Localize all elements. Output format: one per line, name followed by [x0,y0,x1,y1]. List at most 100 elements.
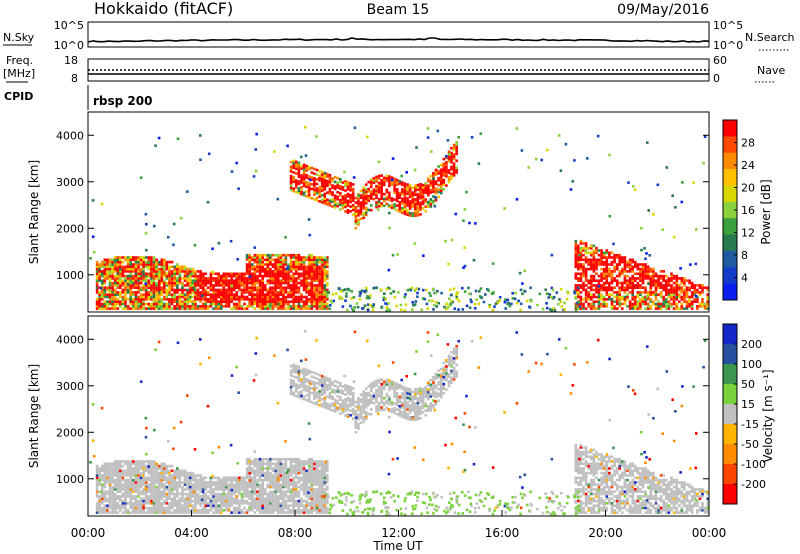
velocity-cell [157,478,161,482]
power-cell [683,284,686,287]
power-cell [544,288,547,291]
power-cell [91,199,95,202]
power-cell [615,267,619,271]
power-cell [173,270,176,273]
power-cell [389,292,393,295]
power-cell [690,291,694,294]
power-cell [631,274,634,278]
power-cell [652,293,655,296]
power-cell [292,288,295,292]
power-cell [284,263,288,266]
power-cell [584,244,588,248]
power-cell [103,270,107,273]
power-cell [284,256,288,259]
power-cell [445,161,448,164]
power-cell [336,181,339,185]
power-cell [462,266,465,269]
power-cell [406,288,410,292]
power-cell [121,284,125,287]
power-cell [313,272,316,276]
power-cell [307,182,311,185]
power-cell [323,181,327,184]
power-cell [579,272,583,276]
power-cell [605,302,609,306]
power-cell [155,281,158,285]
power-cell [152,265,156,269]
power-cell [308,233,312,237]
power-cell [163,279,166,282]
velocity-cell [266,471,270,475]
power-cell [191,272,195,276]
power-cell [199,293,202,296]
power-cell [320,182,324,185]
velocity-cell [292,492,295,496]
power-cell [305,194,308,198]
power-cell [333,196,337,200]
velocity-cell [227,476,231,480]
velocity-cell [214,481,218,484]
power-cell [328,183,332,186]
power-cell [119,279,122,282]
power-cell [271,291,275,294]
velocity-cell [282,481,285,484]
power-cell [370,204,373,207]
velocity-cell [147,471,151,475]
velocity-cell [144,506,148,510]
power-cell [390,178,394,182]
velocity-cell [201,509,205,512]
velocity-cell [196,499,200,503]
power-cell [181,291,184,294]
velocity-cell [253,485,257,489]
power-cell [307,184,311,187]
velocity-cell [111,499,114,503]
velocity-cell [111,492,114,496]
velocity-cell [129,483,132,486]
velocity-cell [276,469,280,473]
velocity-cell [95,492,99,496]
power-cell [364,211,368,214]
velocity-cell [155,509,158,512]
velocity-cell [98,476,101,480]
power-cell [142,267,145,271]
power-cell [137,295,140,299]
power-cell [305,288,308,292]
power-cell [191,284,195,287]
power-cell [289,186,293,189]
power-cell [269,295,272,299]
power-cell [584,258,588,262]
power-cell [639,291,642,294]
power-cell [557,303,560,306]
power-cell [191,307,195,310]
power-cell [355,212,358,215]
power-cell [586,157,589,160]
power-cell [287,253,290,257]
velocity-cell [245,488,249,491]
power-cell [271,281,275,285]
power-cell [279,274,283,278]
power-cell [289,293,293,296]
velocity-cell [173,471,176,475]
power-cell [263,267,267,271]
velocity-cell [248,504,251,507]
power-cell [610,260,614,264]
velocity-cell [222,509,226,512]
power-cell [320,263,324,266]
velocity-cell [258,464,262,468]
power-cell [111,258,114,262]
velocity-cell [282,502,285,505]
power-cell [403,196,407,199]
power-cell [328,190,332,193]
power-cell [636,302,640,306]
velocity-cell [279,497,283,500]
power-cell [388,177,391,181]
power-cell [395,197,399,200]
velocity-cell [204,497,207,500]
velocity-cell [142,476,145,480]
velocity-cell [225,481,228,484]
power-cell [701,305,704,308]
velocity-cell [121,502,125,505]
power-cell [232,298,236,301]
power-cell [406,199,409,203]
velocity-cell [227,490,231,493]
power-cell [137,277,140,280]
